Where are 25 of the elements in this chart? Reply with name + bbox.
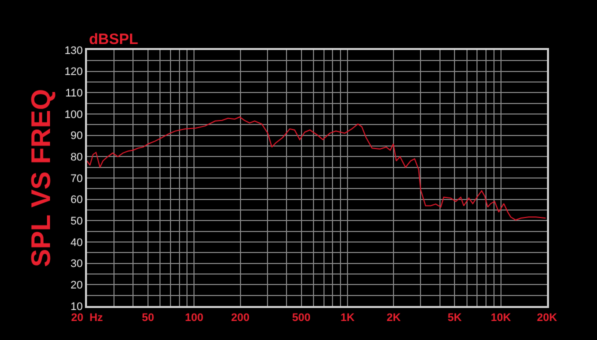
- x-tick-label: 100: [185, 312, 204, 324]
- y-tick-label: 110: [65, 88, 83, 100]
- x-tick-label: 200: [231, 312, 250, 324]
- y-tick-label: 100: [64, 108, 83, 121]
- y-tick-label: 20: [70, 280, 83, 292]
- y-tick-label: 130: [64, 44, 83, 57]
- y-tick-label: 50: [70, 216, 83, 228]
- y-tick-label: 70: [70, 172, 83, 185]
- x-tick-label: 1K: [340, 312, 355, 324]
- y-tick-label: 80: [70, 152, 83, 164]
- x-tick-label: 2K: [386, 312, 401, 324]
- x-tick-label: 50: [142, 312, 154, 324]
- y-tick-label: 10: [70, 300, 83, 313]
- y-tick-label: 40: [70, 236, 83, 249]
- x-tick-label: 20 Hz: [71, 312, 104, 324]
- y-axis-title: dBSPL: [89, 31, 138, 48]
- text: SPL VS FREQ: [26, 88, 56, 267]
- x-tick-label: 20K: [536, 312, 558, 324]
- x-tick-label: 10K: [490, 312, 511, 324]
- y-tick-label: 30: [70, 258, 83, 270]
- x-tick-label: 5K: [448, 312, 462, 324]
- y-tick-label: 90: [70, 130, 83, 142]
- y-tick-label: 120: [64, 66, 83, 78]
- y-tick-label: 60: [70, 194, 83, 206]
- x-tick-label: 500: [292, 312, 311, 324]
